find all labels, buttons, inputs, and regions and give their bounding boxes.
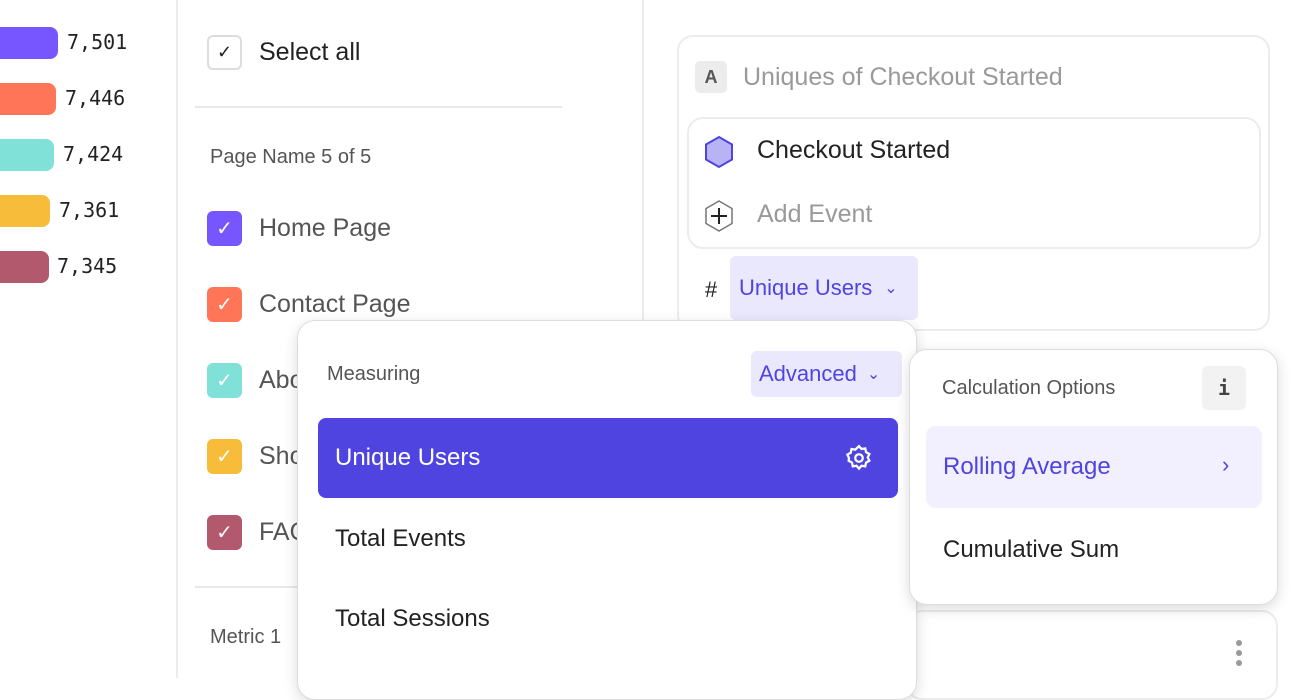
advanced-dropdown[interactable]: Advanced ⌄ xyxy=(751,351,902,397)
add-event-icon[interactable] xyxy=(703,199,735,233)
option-rolling-average[interactable]: Rolling Average › xyxy=(926,426,1262,508)
measuring-header: Measuring xyxy=(327,363,421,385)
measuring-menu: Measuring Advanced ⌄ Unique Users Total … xyxy=(297,320,917,700)
divider xyxy=(195,106,562,108)
checkbox-contact-page[interactable]: ✓ xyxy=(207,287,242,322)
label-item-4: Sho xyxy=(259,442,304,470)
option-label: Rolling Average xyxy=(943,453,1111,480)
legend-value: 7,446 xyxy=(65,86,126,110)
option-total-events[interactable]: Total Events xyxy=(335,525,466,552)
legend-value: 7,424 xyxy=(63,142,124,166)
checkbox-item-3[interactable]: ✓ xyxy=(207,363,242,398)
legend-bar xyxy=(0,251,49,283)
chevron-down-icon: ⌄ xyxy=(884,280,898,297)
metric-card: A Uniques of Checkout Started Checkout S… xyxy=(677,35,1270,331)
legend-value: 7,501 xyxy=(67,30,128,54)
group-label: Page Name 5 of 5 xyxy=(210,146,372,168)
legend-value: 7,361 xyxy=(59,198,120,222)
event-name[interactable]: Checkout Started xyxy=(757,136,951,164)
more-options-icon[interactable] xyxy=(1236,640,1242,666)
gear-icon[interactable] xyxy=(844,443,874,473)
select-all-checkbox[interactable]: ✓ xyxy=(207,35,242,70)
checkbox-item-4[interactable]: ✓ xyxy=(207,439,242,474)
legend-bar xyxy=(0,139,54,171)
legend-bar xyxy=(0,27,58,59)
event-box: Checkout Started Add Event xyxy=(687,117,1261,249)
metric-card-2 xyxy=(906,610,1278,700)
add-event-button[interactable]: Add Event xyxy=(757,200,873,228)
label-item-3: Abo xyxy=(259,366,304,394)
measure-value: Unique Users xyxy=(739,275,873,300)
chevron-right-icon: › xyxy=(1222,452,1230,477)
metric-label: Metric 1 xyxy=(210,626,282,648)
label-home-page: Home Page xyxy=(259,214,392,242)
hash-icon: # xyxy=(705,277,718,302)
option-unique-users[interactable]: Unique Users xyxy=(318,418,898,498)
option-label: Unique Users xyxy=(335,444,481,471)
metric-badge: A xyxy=(695,61,727,93)
metric-title[interactable]: Uniques of Checkout Started xyxy=(743,63,1063,91)
checkbox-item-5[interactable]: ✓ xyxy=(207,515,242,550)
option-cumulative-sum[interactable]: Cumulative Sum xyxy=(943,536,1120,563)
chevron-down-icon: ⌄ xyxy=(866,366,881,383)
calculation-options-menu: Calculation Options i Rolling Average › … xyxy=(909,349,1278,605)
event-hexagon-icon xyxy=(705,135,733,169)
label-contact-page: Contact Page xyxy=(259,290,411,318)
checkbox-home-page[interactable]: ✓ xyxy=(207,211,242,246)
advanced-label: Advanced xyxy=(759,361,857,386)
option-total-sessions[interactable]: Total Sessions xyxy=(335,605,490,632)
divider xyxy=(176,0,178,678)
measure-dropdown[interactable]: Unique Users ⌄ xyxy=(730,256,918,320)
legend-value: 7,345 xyxy=(57,254,118,278)
legend-bar xyxy=(0,83,56,115)
info-button[interactable]: i xyxy=(1202,366,1246,410)
select-all-label: Select all xyxy=(259,38,361,66)
calc-header: Calculation Options xyxy=(942,377,1116,399)
legend-bar xyxy=(0,195,50,227)
